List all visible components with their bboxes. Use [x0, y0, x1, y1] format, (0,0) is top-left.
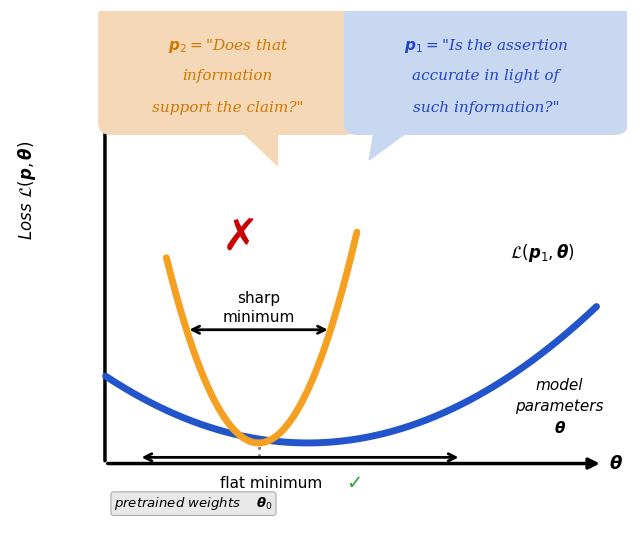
FancyBboxPatch shape [99, 5, 357, 134]
Polygon shape [369, 124, 419, 160]
Text: ✓: ✓ [346, 474, 362, 493]
Text: accurate in light of: accurate in light of [412, 69, 559, 84]
Text: $\boldsymbol{p}_1$$=$"Is the assertion: $\boldsymbol{p}_1$$=$"Is the assertion [403, 37, 568, 55]
Text: model
parameters
$\boldsymbol{\theta}$: model parameters $\boldsymbol{\theta}$ [515, 378, 604, 436]
Text: support the claim?": support the claim?" [152, 101, 303, 115]
Text: pretrained weights    $\boldsymbol{\theta}_0$: pretrained weights $\boldsymbol{\theta}_… [114, 495, 273, 512]
Text: $\boldsymbol{\theta}$: $\boldsymbol{\theta}$ [609, 455, 623, 473]
Text: $\mathcal{L}(\boldsymbol{p}_2,\boldsymbol{\theta})$: $\mathcal{L}(\boldsymbol{p}_2,\boldsymbo… [320, 87, 385, 109]
Text: ✗: ✗ [221, 215, 259, 259]
Text: sharp
minimum: sharp minimum [222, 291, 295, 325]
FancyBboxPatch shape [344, 5, 627, 134]
Polygon shape [234, 124, 277, 165]
Text: information: information [182, 69, 273, 84]
Text: $\mathcal{L}(\boldsymbol{p}_1,\boldsymbol{\theta})$: $\mathcal{L}(\boldsymbol{p}_1,\boldsymbo… [511, 242, 575, 264]
Text: $Loss\ \mathcal{L}(\boldsymbol{p},\boldsymbol{\theta})$: $Loss\ \mathcal{L}(\boldsymbol{p},\bolds… [16, 142, 38, 240]
Text: $\boldsymbol{p}_2$$=$"Does that: $\boldsymbol{p}_2$$=$"Does that [168, 37, 288, 55]
Text: such information?": such information?" [413, 101, 559, 115]
Text: flat minimum: flat minimum [220, 475, 322, 490]
